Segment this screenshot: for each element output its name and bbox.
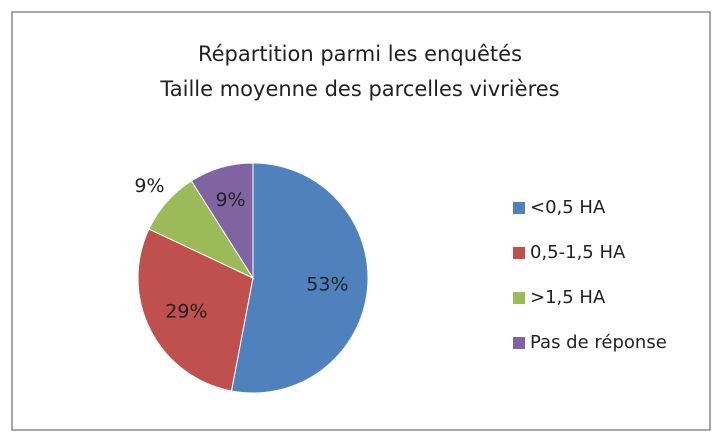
legend-label: Pas de réponse — [530, 332, 667, 353]
pie-slice — [190, 162, 254, 280]
chart-title: Répartition parmi les enquêtés — [198, 42, 522, 66]
legend-swatch — [513, 247, 525, 259]
data-label: 9% — [215, 189, 245, 211]
chart-subtitle: Taille moyenne des parcelles vivrières — [159, 77, 559, 101]
data-label: 9% — [134, 175, 164, 197]
data-label: 29% — [165, 300, 207, 322]
pie-slice — [230, 162, 369, 394]
chart-frame — [11, 11, 711, 431]
legend-swatch — [513, 337, 525, 349]
pie-slice — [137, 228, 254, 392]
legend-label: <0,5 HA — [530, 197, 606, 218]
data-label: 53% — [306, 274, 348, 296]
legend-swatch — [513, 202, 525, 214]
legend-label: >1,5 HA — [530, 287, 606, 308]
legend-label: 0,5-1,5 HA — [530, 242, 626, 263]
legend-swatch — [513, 292, 525, 304]
